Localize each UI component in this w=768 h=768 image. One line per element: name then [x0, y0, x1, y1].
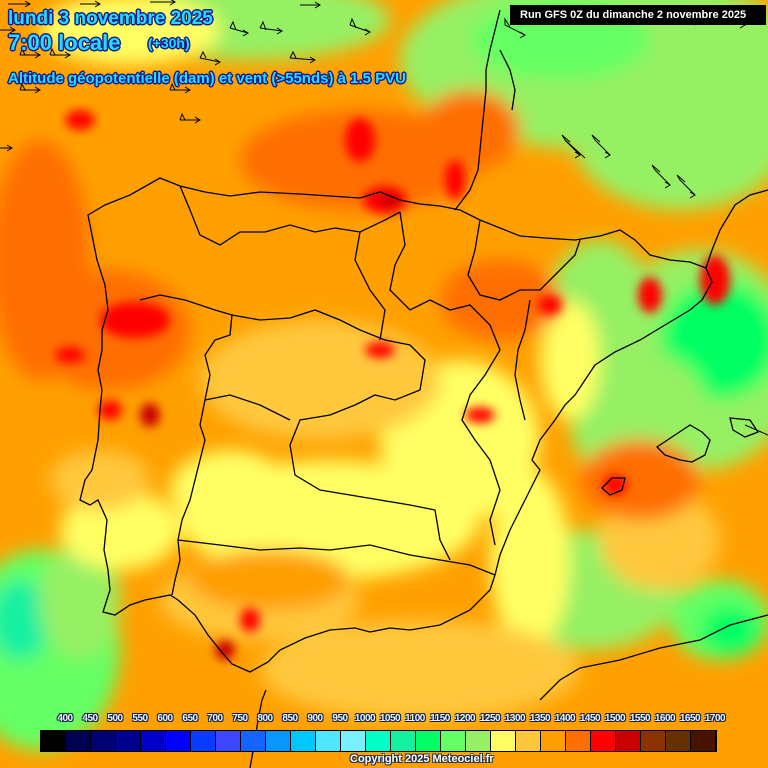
legend-label: 750 [232, 713, 248, 724]
coastline-france [454, 9, 501, 211]
legend-swatch [516, 731, 541, 751]
legend-swatch [341, 731, 366, 751]
legend-label: 950 [332, 713, 348, 724]
legend-swatch [441, 731, 466, 751]
legend-label: 650 [182, 713, 198, 724]
border-region [204, 394, 291, 421]
forecast-date: lundi 3 novembre 2025 [8, 8, 213, 29]
legend-label: 500 [107, 713, 123, 724]
coastline-africa [539, 614, 768, 701]
border-region [179, 185, 401, 246]
legend-labels: 400 450 500 550 600 650 700 750 800 850 900 950 1000… [40, 713, 725, 727]
model-run-label: Run GFS 0Z du dimanche 2 novembre 2025 [510, 5, 766, 25]
wind-barb-icon [0, 0, 768, 436]
coastline [79, 177, 713, 673]
legend-label: 900 [307, 713, 323, 724]
legend-swatch [141, 731, 166, 751]
legend-label: 800 [257, 713, 273, 724]
coastline-france [499, 49, 516, 111]
legend-label: 1350 [529, 713, 551, 724]
legend-swatch [266, 731, 291, 751]
legend-swatch [166, 731, 191, 751]
legend-label: 1500 [604, 713, 626, 724]
legend-label: 450 [82, 713, 98, 724]
legend-label: 1200 [454, 713, 476, 724]
legend-swatch [691, 731, 716, 751]
legend-label: 1400 [554, 713, 576, 724]
copyright: Copyright 2025 Meteociel.fr [350, 753, 494, 765]
legend-label: 1300 [504, 713, 526, 724]
border-region [467, 219, 581, 301]
legend-label: 1550 [629, 713, 651, 724]
legend-label: 1250 [479, 713, 501, 724]
legend-label: 1000 [354, 713, 376, 724]
legend-label: 850 [282, 713, 298, 724]
parameter-title: Altitude géopotentielle (dam) et vent (>… [8, 70, 406, 87]
legend-swatch [41, 731, 66, 751]
legend-swatch [591, 731, 616, 751]
legend-label: 1450 [579, 713, 601, 724]
legend-swatch [466, 731, 491, 751]
border-region [354, 231, 386, 341]
legend-swatch [416, 731, 441, 751]
legend-label: 1050 [379, 713, 401, 724]
forecast-time: 7:00 locale [8, 30, 121, 55]
legend-swatch [216, 731, 241, 751]
legend-label: 400 [57, 713, 73, 724]
border-region [389, 211, 501, 546]
legend-swatch [366, 731, 391, 751]
legend-swatch [541, 731, 566, 751]
legend-swatch [291, 731, 316, 751]
legend-swatch [666, 731, 691, 751]
island-ibiza [601, 477, 626, 496]
legend-label: 600 [157, 713, 173, 724]
legend-label: 700 [207, 713, 223, 724]
color-legend [40, 730, 717, 752]
legend-swatch [316, 731, 341, 751]
legend-swatch [616, 731, 641, 751]
island-mallorca [655, 424, 711, 463]
coastline-france [705, 189, 768, 269]
border-region [177, 539, 496, 576]
lead-time: (+30h) [148, 35, 190, 51]
legend-label: 550 [132, 713, 148, 724]
island-menorca [729, 417, 759, 438]
legend-swatch [116, 731, 141, 751]
legend-label: 1700 [704, 713, 726, 724]
border-region [514, 299, 531, 421]
legend-swatch [566, 731, 591, 751]
legend-label: 1150 [430, 713, 450, 724]
legend-label: 1100 [405, 713, 425, 724]
legend-swatch [491, 731, 516, 751]
legend-swatch [641, 731, 666, 751]
legend-swatch [391, 731, 416, 751]
legend-swatch [66, 731, 91, 751]
legend-swatch [91, 731, 116, 751]
legend-label: 1600 [654, 713, 676, 724]
border-region [231, 309, 451, 561]
legend-label: 1650 [679, 713, 701, 724]
legend-swatch [241, 731, 266, 751]
legend-swatch [191, 731, 216, 751]
